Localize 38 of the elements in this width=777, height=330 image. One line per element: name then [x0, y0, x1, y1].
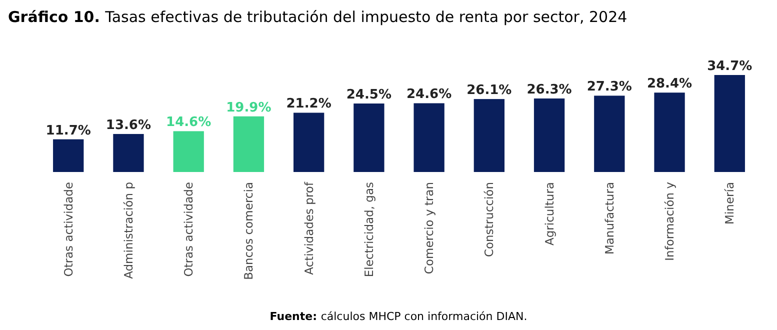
data-label: 24.5% — [346, 88, 392, 103]
chart-title: Gráfico 10. Tasas efectivas de tributación del impuesto de renta por sector, 2024 — [8, 8, 628, 26]
bar — [354, 104, 384, 172]
x-tick-label: Actividades prof — [302, 181, 316, 275]
x-tick-label: Construcción — [482, 182, 496, 258]
bar — [594, 96, 625, 172]
bar — [414, 103, 444, 172]
source-note: Fuente: cálculos MHCP con información DIAN. — [270, 310, 528, 323]
x-tick-label: Electricidad, gas — [362, 182, 376, 278]
data-label: 13.6% — [106, 118, 152, 133]
data-label: 19.9% — [226, 100, 272, 116]
x-tick-label: Manufactura — [602, 182, 616, 255]
data-label: 14.6% — [166, 115, 212, 130]
x-tick-label: Bancos comercia — [242, 182, 256, 280]
bar — [233, 116, 264, 172]
x-tick-label: Otras actividade — [61, 182, 76, 277]
data-label: 28.4% — [646, 76, 692, 92]
data-label: 34.7% — [707, 59, 752, 74]
bar — [293, 112, 324, 172]
data-label: 24.6% — [406, 87, 452, 102]
bar — [654, 92, 685, 172]
data-label: 27.3% — [586, 80, 632, 95]
x-tick-label: Comercio y tran — [422, 182, 436, 274]
x-tick-label: Información y — [662, 182, 677, 261]
x-tick-label: Agricultura — [542, 182, 556, 246]
bar — [53, 139, 84, 172]
bar — [714, 75, 745, 172]
bar — [534, 98, 565, 172]
bar — [113, 134, 144, 172]
x-tick-label: Minería — [722, 182, 737, 224]
data-label: 11.7% — [46, 123, 91, 138]
x-tick-label: Otras actividade — [182, 182, 196, 277]
bar — [474, 99, 505, 172]
data-label: 21.2% — [286, 96, 332, 112]
bar — [173, 131, 204, 172]
data-label: 26.1% — [466, 83, 512, 98]
x-tick-label: Administración p — [121, 182, 136, 279]
data-label: 26.3% — [526, 82, 572, 98]
